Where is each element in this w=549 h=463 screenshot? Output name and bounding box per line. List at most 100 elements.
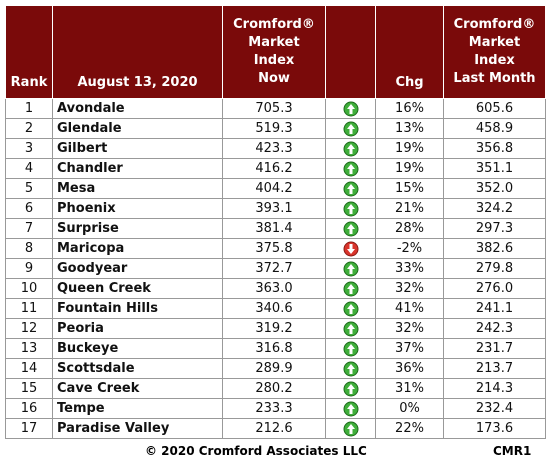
row: 14 Scottsdale 289.9 36% 213.7: [5, 358, 546, 379]
city: Queen Creek: [52, 278, 223, 299]
city: Goodyear: [52, 258, 223, 279]
trend-icon: [343, 141, 358, 156]
trend-icon: [343, 401, 358, 416]
rank: 17: [5, 418, 53, 439]
table-body: 1 Avondale 705.3 16% 605.6 2 Glendale 519.3 13% 4…: [5, 98, 546, 439]
change: 19%: [375, 158, 444, 179]
change: 41%: [375, 298, 444, 319]
city: Avondale: [52, 98, 223, 119]
trend-icon: [343, 321, 358, 336]
city: Mesa: [52, 178, 223, 199]
trend-cell: [325, 178, 376, 199]
row: 6 Phoenix 393.1 21% 324.2: [5, 198, 546, 219]
index-now: 423.3: [222, 138, 326, 159]
trend-cell: [325, 318, 376, 339]
trend-cell: [325, 298, 376, 319]
row: 12 Peoria 319.2 32% 242.3: [5, 318, 546, 339]
index-now: 416.2: [222, 158, 326, 179]
row: 13 Buckeye 316.8 37% 231.7: [5, 338, 546, 359]
icon-arrow: [346, 343, 355, 354]
city: Gilbert: [52, 138, 223, 159]
copyright: © 2020 Cromford Associates LLC: [145, 444, 367, 458]
change: 16%: [375, 98, 444, 119]
row: 11 Fountain Hills 340.6 41% 241.1: [5, 298, 546, 319]
index-now: 316.8: [222, 338, 326, 359]
rank: 3: [5, 138, 53, 159]
trend-cell: [325, 418, 376, 439]
trend-icon: [343, 181, 358, 196]
icon-arrow: [346, 323, 355, 334]
icon-arrow: [346, 183, 355, 194]
city: Surprise: [52, 218, 223, 239]
trend-icon: [343, 361, 358, 376]
header-last: Cromford® Market Index Last Month: [443, 5, 546, 99]
index-last-month: 324.2: [443, 198, 546, 219]
index-now: 393.1: [222, 198, 326, 219]
trend-icon: [343, 121, 358, 136]
trend-cell: [325, 378, 376, 399]
city: Peoria: [52, 318, 223, 339]
trend-icon: [343, 161, 358, 176]
row: 7 Surprise 381.4 28% 297.3: [5, 218, 546, 239]
change: 37%: [375, 338, 444, 359]
icon-arrow: [346, 363, 355, 374]
rank: 7: [5, 218, 53, 239]
trend-cell: [325, 138, 376, 159]
trend-icon: [343, 281, 358, 296]
rank: 16: [5, 398, 53, 419]
change: 13%: [375, 118, 444, 139]
index-now: 340.6: [222, 298, 326, 319]
index-last-month: 231.7: [443, 338, 546, 359]
row: 17 Paradise Valley 212.6 22% 173.6: [5, 418, 546, 439]
rank: 9: [5, 258, 53, 279]
header-row: Rank August 13, 2020 Cromford® Market In…: [5, 5, 546, 99]
trend-cell: [325, 338, 376, 359]
index-now: 233.3: [222, 398, 326, 419]
change: 28%: [375, 218, 444, 239]
rank: 13: [5, 338, 53, 359]
index-last-month: 276.0: [443, 278, 546, 299]
city: Scottsdale: [52, 358, 223, 379]
change: 19%: [375, 138, 444, 159]
icon-arrow: [346, 203, 355, 214]
change: 32%: [375, 318, 444, 339]
city: Cave Creek: [52, 378, 223, 399]
city: Buckeye: [52, 338, 223, 359]
city: Chandler: [52, 158, 223, 179]
icon-arrow: [346, 263, 355, 274]
icon-arrow: [346, 283, 355, 294]
index-last-month: 213.7: [443, 358, 546, 379]
rank: 14: [5, 358, 53, 379]
trend-cell: [325, 198, 376, 219]
city: Phoenix: [52, 198, 223, 219]
icon-arrow: [346, 403, 355, 414]
index-last-month: 356.8: [443, 138, 546, 159]
footer: © 2020 Cromford Associates LLC CMR1: [5, 439, 545, 463]
header-now: Cromford® Market Index Now: [222, 5, 326, 99]
trend-cell: [325, 118, 376, 139]
row: 8 Maricopa 375.8 -2% 382.6: [5, 238, 546, 259]
rank: 6: [5, 198, 53, 219]
icon-arrow: [346, 123, 355, 134]
index-last-month: 458.9: [443, 118, 546, 139]
trend-cell: [325, 238, 376, 259]
trend-cell: [325, 278, 376, 299]
rank: 2: [5, 118, 53, 139]
city: Fountain Hills: [52, 298, 223, 319]
header-date: August 13, 2020: [52, 5, 223, 99]
row: 9 Goodyear 372.7 33% 279.8: [5, 258, 546, 279]
index-last-month: 242.3: [443, 318, 546, 339]
trend-cell: [325, 258, 376, 279]
city: Paradise Valley: [52, 418, 223, 439]
trend-icon: [343, 301, 358, 316]
index-last-month: 214.3: [443, 378, 546, 399]
change: 33%: [375, 258, 444, 279]
city: Glendale: [52, 118, 223, 139]
row: 5 Mesa 404.2 15% 352.0: [5, 178, 546, 199]
index-last-month: 173.6: [443, 418, 546, 439]
rank: 4: [5, 158, 53, 179]
index-now: 519.3: [222, 118, 326, 139]
index-now: 212.6: [222, 418, 326, 439]
change: -2%: [375, 238, 444, 259]
rank: 10: [5, 278, 53, 299]
